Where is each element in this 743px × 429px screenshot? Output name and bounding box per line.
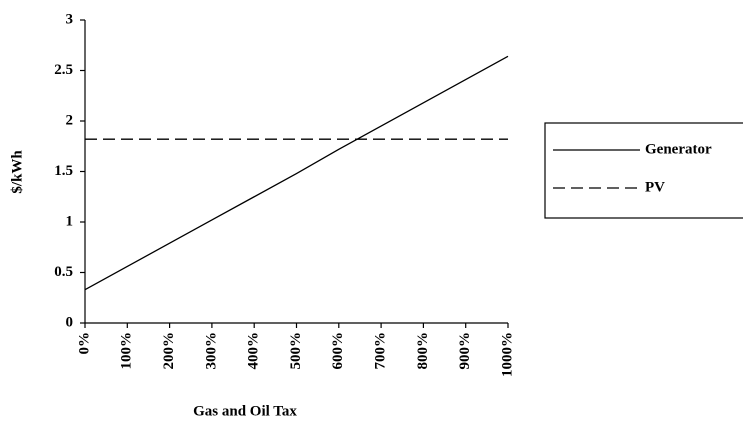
x-tick-label: 100% [119, 332, 135, 370]
legend-box [544, 122, 743, 219]
series-line [84, 55, 509, 291]
x-tick-label: 200% [161, 332, 177, 370]
x-tick-label: 800% [415, 332, 431, 370]
x-tick-label: 900% [457, 332, 473, 370]
x-tick-label: 600% [330, 332, 346, 370]
y-axis-label: $/kWh [9, 150, 25, 194]
x-tick-label: 300% [203, 332, 219, 370]
x-tick-label: 700% [373, 332, 389, 370]
x-tick-label: 0% [76, 332, 92, 355]
y-tick-label: 2.5 [54, 62, 73, 78]
y-tick-label: 1 [66, 213, 74, 229]
x-axis-label: Gas and Oil Tax [193, 403, 297, 419]
y-tick-label: 0 [66, 314, 74, 330]
y-tick-label: 3 [66, 11, 74, 27]
y-tick-label: 2 [66, 112, 74, 128]
x-tick-label: 1000% [499, 332, 515, 377]
y-tick-label: 0.5 [54, 264, 73, 280]
x-tick-label: 500% [288, 332, 304, 370]
x-tick-label: 400% [246, 332, 262, 370]
y-tick-label: 1.5 [54, 163, 73, 179]
legend-label: Generator [645, 141, 712, 157]
legend-label: PV [645, 179, 665, 195]
